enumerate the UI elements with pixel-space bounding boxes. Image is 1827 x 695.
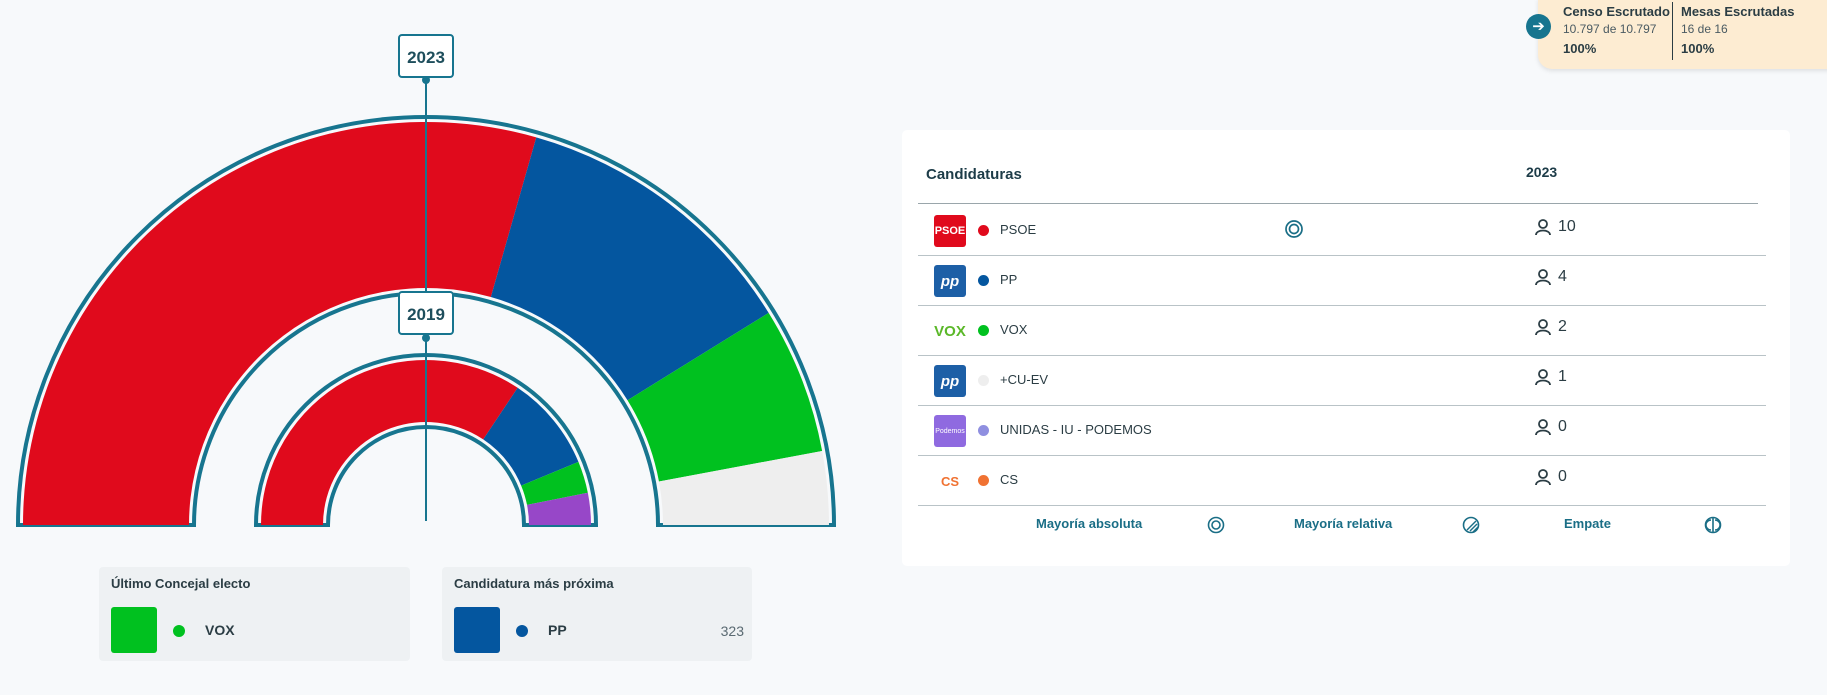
- year-label-2023: 2023: [407, 48, 445, 67]
- hemicycle-outline: [253, 353, 599, 527]
- party-name: PP: [1000, 272, 1018, 287]
- table-row[interactable]: Podemos UNIDAS - IU - PODEMOS 0: [918, 405, 1766, 456]
- person-icon: [1535, 419, 1551, 436]
- census-label: Censo Escrutado: [1563, 4, 1670, 19]
- closest-candidate-card: Candidatura más próxima PP 323: [442, 567, 752, 661]
- closest-candidate-votes: 323: [720, 623, 744, 639]
- census-detail: 10.797 de 10.797: [1563, 22, 1657, 36]
- year-label-2019-box[interactable]: [398, 291, 454, 335]
- party-name: PSOE: [1000, 222, 1037, 237]
- party-logo: Podemos: [934, 415, 966, 447]
- year-header: 2023: [1526, 164, 1558, 180]
- hemicycle-2023: [15, 115, 837, 527]
- legend-absolute-majority: Mayoría absoluta: [1036, 516, 1143, 531]
- party-name: VOX: [1000, 322, 1028, 337]
- seat-count: 1: [1534, 368, 1567, 386]
- person-icon: [1535, 469, 1551, 486]
- last-councillor-party: VOX: [205, 622, 235, 638]
- seat-sector-2019-pp[interactable]: [483, 387, 579, 486]
- last-councillor-card: Último Concejal electo VOX: [99, 567, 410, 661]
- party-color-dot: [978, 325, 989, 336]
- results-table: Candidaturas 2023 PSOE PSOE 10 pp PP 4 VOX VOX 2…: [902, 130, 1790, 566]
- party-color-dot: [978, 275, 989, 286]
- seat-count: 10: [1534, 218, 1576, 236]
- party-color-dot: [978, 375, 989, 386]
- year-label-2023-box[interactable]: [398, 34, 454, 78]
- legend-tie: Empate: [1564, 516, 1611, 531]
- hemicycle-outline: [15, 115, 837, 527]
- seat-count: 0: [1534, 418, 1567, 436]
- party-logo: pp: [934, 365, 966, 397]
- majority-indicator: [1284, 219, 1304, 244]
- party-name: CS: [1000, 472, 1019, 487]
- seat-sector-2019-psoe[interactable]: [261, 360, 518, 525]
- seat-count-value: 4: [1558, 268, 1567, 285]
- party-logo: CS: [940, 473, 960, 489]
- party-logo: VOX: [934, 322, 966, 340]
- year-label-2019: 2019: [407, 305, 445, 324]
- absolute-majority-icon: [1285, 220, 1303, 238]
- seat-count-value: 0: [1558, 468, 1567, 485]
- closest-candidate-title: Candidatura más próxima: [454, 576, 614, 591]
- legend-relative-majority: Mayoría relativa: [1294, 516, 1393, 531]
- census-percent: 100%: [1563, 41, 1597, 56]
- last-councillor-color-swatch: [111, 607, 157, 653]
- arrow-right-icon[interactable]: ➔: [1526, 14, 1551, 39]
- seat-count: 4: [1534, 268, 1567, 286]
- seat-sector-2019-unidas-iu-podemos[interactable]: [527, 492, 591, 525]
- party-color-dot: [978, 225, 989, 236]
- closest-candidate-party: PP: [548, 622, 567, 638]
- status-divider: [1672, 2, 1673, 60]
- seat-sector-2019-vox[interactable]: [521, 461, 588, 505]
- tables-percent: 100%: [1681, 41, 1715, 56]
- seat-sector-2023-psoe[interactable]: [23, 121, 537, 526]
- table-row[interactable]: CS CS 0: [918, 455, 1766, 506]
- seat-sector-2023-vox[interactable]: [627, 312, 823, 482]
- hemicycle-2019: [253, 353, 599, 527]
- party-name: UNIDAS - IU - PODEMOS: [1000, 422, 1152, 437]
- relative-majority-icon: [1462, 516, 1480, 534]
- table-row[interactable]: PSOE PSOE 10: [918, 205, 1766, 256]
- seat-count-value: 2: [1558, 318, 1567, 335]
- closest-candidate-color-swatch: [454, 607, 500, 653]
- header-divider: [918, 203, 1758, 204]
- seat-count-value: 10: [1558, 218, 1576, 235]
- absolute-majority-icon: [1207, 516, 1225, 534]
- party-color-dot: [978, 425, 989, 436]
- last-councillor-dot: [173, 625, 185, 637]
- party-color-dot: [978, 475, 989, 486]
- person-icon: [1535, 369, 1551, 386]
- seat-count-value: 1: [1558, 368, 1567, 385]
- tables-detail: 16 de 16: [1681, 22, 1728, 36]
- person-icon: [1535, 219, 1551, 236]
- tables-label: Mesas Escrutadas: [1681, 4, 1795, 19]
- person-icon: [1535, 269, 1551, 286]
- table-row[interactable]: VOX VOX 2: [918, 305, 1766, 356]
- seat-count: 2: [1534, 318, 1567, 336]
- table-row[interactable]: pp +CU-EV 1: [918, 355, 1766, 406]
- party-logo: pp: [934, 265, 966, 297]
- hemicycle-chart: 2023 2019: [15, 34, 837, 527]
- last-councillor-title: Último Concejal electo: [111, 576, 251, 591]
- party-name: +CU-EV: [1000, 372, 1049, 387]
- candidates-header: Candidaturas: [926, 166, 1022, 183]
- party-logo: PSOE: [934, 215, 966, 247]
- seat-sector-2023-pp[interactable]: [490, 137, 769, 401]
- closest-candidate-dot: [516, 625, 528, 637]
- scrutiny-status-panel: ➔ Censo Escrutado 10.797 de 10.797 100% …: [1526, 0, 1827, 69]
- tie-icon: [1704, 516, 1722, 534]
- seat-count: 0: [1534, 468, 1567, 486]
- seat-sector-2023--cu-ev[interactable]: [658, 450, 829, 525]
- seat-count-value: 0: [1558, 418, 1567, 435]
- table-row[interactable]: pp PP 4: [918, 255, 1766, 306]
- person-icon: [1535, 319, 1551, 336]
